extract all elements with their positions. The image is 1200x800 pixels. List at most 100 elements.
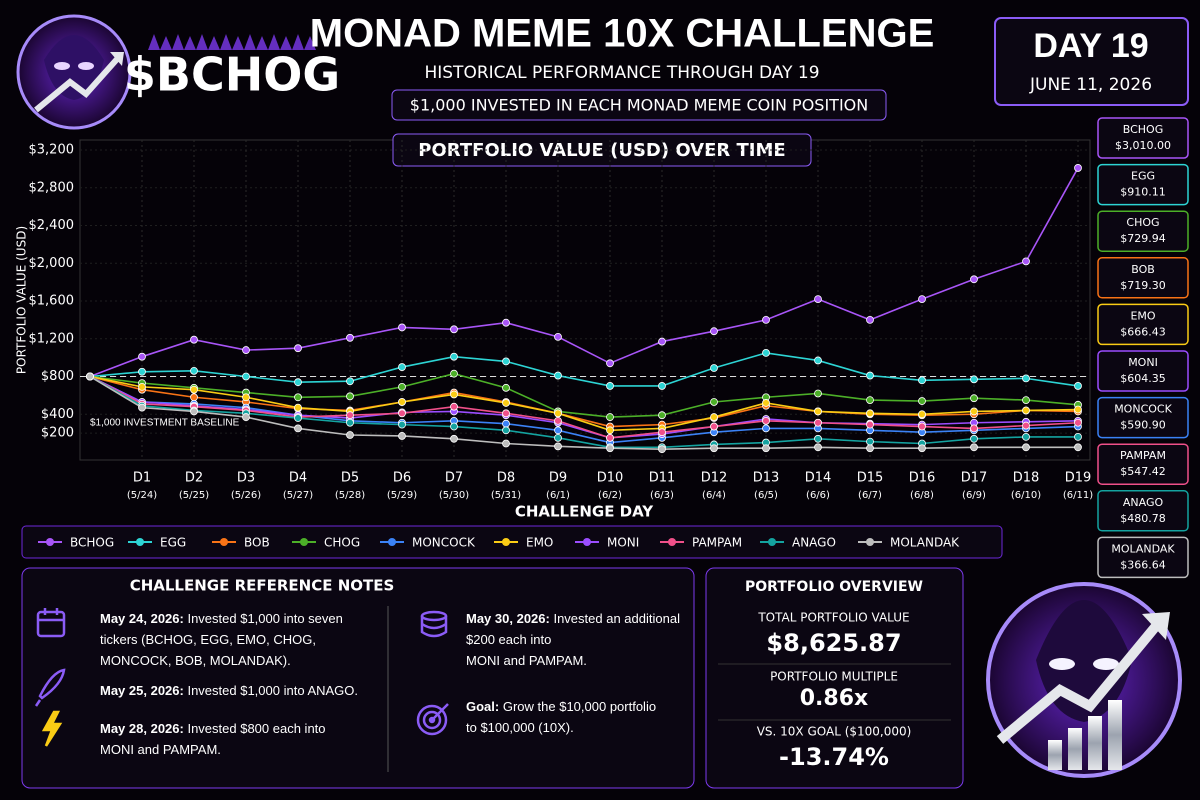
overview-label: PORTFOLIO MULTIPLE bbox=[770, 670, 898, 684]
series-line bbox=[89, 375, 1079, 439]
data-point bbox=[970, 375, 978, 384]
data-point bbox=[398, 409, 406, 418]
subtitle: HISTORICAL PERFORMANCE THROUGH DAY 19 bbox=[424, 63, 819, 83]
summary-value: $3,010.00 bbox=[1115, 139, 1171, 152]
x-tick-label: D18 bbox=[1013, 471, 1040, 486]
x-axis-label: CHALLENGE DAY bbox=[515, 503, 654, 521]
series-line bbox=[89, 352, 1079, 387]
data-point bbox=[294, 378, 302, 387]
overview-value: 0.86x bbox=[800, 686, 868, 711]
summary-box bbox=[1097, 210, 1189, 252]
overview-label: VS. 10X GOAL ($100,000) bbox=[757, 725, 912, 739]
summary-box bbox=[1097, 490, 1189, 532]
data-point bbox=[398, 382, 406, 391]
data-point bbox=[918, 410, 926, 419]
data-point bbox=[190, 366, 198, 375]
data-point bbox=[970, 443, 978, 452]
series-line bbox=[89, 167, 1079, 378]
data-point bbox=[398, 398, 406, 406]
series-line bbox=[89, 375, 1079, 439]
data-point bbox=[242, 393, 250, 402]
day-box bbox=[994, 17, 1189, 106]
note-line: tickers (BCHOG, EGG, EMO, CHOG, bbox=[100, 632, 316, 647]
x-tick-label: D4 bbox=[289, 471, 307, 486]
data-point bbox=[658, 411, 666, 420]
summary-name: PAMPAM bbox=[1120, 449, 1166, 462]
data-point bbox=[554, 332, 562, 341]
x-tick-label: D6 bbox=[393, 471, 411, 486]
data-point bbox=[346, 392, 354, 401]
series-line bbox=[89, 375, 1079, 432]
legend-label: EMO bbox=[526, 536, 553, 550]
x-tick-label: D11 bbox=[649, 471, 676, 486]
note-line: MONI and PAMPAM. bbox=[466, 653, 587, 668]
data-point bbox=[1074, 382, 1082, 390]
legend-label: MOLANDAK bbox=[890, 536, 960, 550]
x-tick-sublabel: (6/7) bbox=[858, 490, 882, 501]
legend-label: EGG bbox=[160, 536, 186, 550]
y-tick-label: $200 bbox=[41, 426, 74, 441]
data-point bbox=[190, 407, 198, 416]
data-point bbox=[502, 383, 510, 392]
x-tick-label: D3 bbox=[237, 471, 255, 486]
note-text: MONI and PAMPAM. bbox=[100, 742, 221, 757]
data-point bbox=[502, 439, 510, 448]
note-text: MONI and PAMPAM. bbox=[466, 653, 587, 668]
data-point bbox=[658, 337, 666, 346]
x-tick-sublabel: (5/28) bbox=[335, 490, 365, 501]
data-point bbox=[970, 275, 978, 284]
data-point bbox=[294, 414, 302, 422]
logo-emblem bbox=[16, 14, 132, 130]
note-text: $200 each into bbox=[466, 632, 551, 647]
summary-value: $590.90 bbox=[1120, 419, 1166, 432]
legend-dot bbox=[136, 538, 144, 546]
x-tick-sublabel: (6/5) bbox=[754, 490, 778, 501]
x-tick-label: D13 bbox=[753, 471, 780, 486]
data-point bbox=[554, 371, 562, 380]
summary-name: BCHOG bbox=[1123, 123, 1164, 136]
data-point bbox=[606, 382, 614, 390]
data-point bbox=[866, 371, 874, 380]
data-point bbox=[1074, 418, 1082, 427]
note-line: May 30, 2026: Invested an additional bbox=[466, 611, 680, 626]
x-tick-sublabel: (5/27) bbox=[283, 490, 313, 501]
legend-label: MONI bbox=[607, 536, 639, 550]
summary-name: EGG bbox=[1131, 170, 1155, 183]
legend-dot bbox=[583, 538, 591, 546]
note-text: Invested an additional bbox=[553, 611, 680, 626]
data-point bbox=[918, 422, 926, 431]
legend-dot bbox=[502, 538, 510, 546]
x-tick-sublabel: (5/29) bbox=[387, 490, 417, 501]
legend-label: PAMPAM bbox=[692, 536, 742, 550]
summary-box bbox=[1097, 350, 1189, 392]
notes-title: CHALLENGE REFERENCE NOTES bbox=[130, 577, 395, 595]
data-point bbox=[294, 344, 302, 353]
data-point bbox=[138, 403, 146, 412]
x-tick-label: D10 bbox=[597, 471, 624, 486]
x-tick-sublabel: (6/4) bbox=[702, 490, 726, 501]
summary-name: MOLANDAK bbox=[1111, 542, 1175, 555]
data-point bbox=[554, 433, 562, 442]
data-point bbox=[242, 413, 250, 421]
summary-name: MONCOCK bbox=[1114, 403, 1172, 416]
y-tick-label: $3,200 bbox=[29, 143, 75, 158]
data-point bbox=[970, 407, 978, 416]
overview-value: $8,625.87 bbox=[766, 629, 901, 657]
legend-dot bbox=[866, 538, 874, 546]
summary-box bbox=[1097, 536, 1189, 579]
data-point bbox=[1022, 432, 1030, 441]
summary-box bbox=[1097, 163, 1189, 206]
y-tick-label: $1,600 bbox=[29, 294, 75, 309]
data-point bbox=[866, 409, 874, 418]
data-point bbox=[1074, 432, 1082, 441]
data-point bbox=[294, 424, 302, 433]
note-line: MONCOCK, BOB, MOLANDAK). bbox=[100, 653, 291, 668]
data-point bbox=[866, 396, 874, 404]
note-lead: Goal: bbox=[466, 699, 499, 714]
data-point bbox=[762, 424, 770, 433]
data-point bbox=[866, 444, 874, 453]
legend-dot bbox=[388, 538, 396, 546]
reference-label: $1,000 INVESTMENT BASELINE bbox=[90, 418, 240, 429]
note-text: Invested $1,000 into seven bbox=[187, 611, 342, 626]
x-tick-label: D19 bbox=[1065, 471, 1092, 486]
